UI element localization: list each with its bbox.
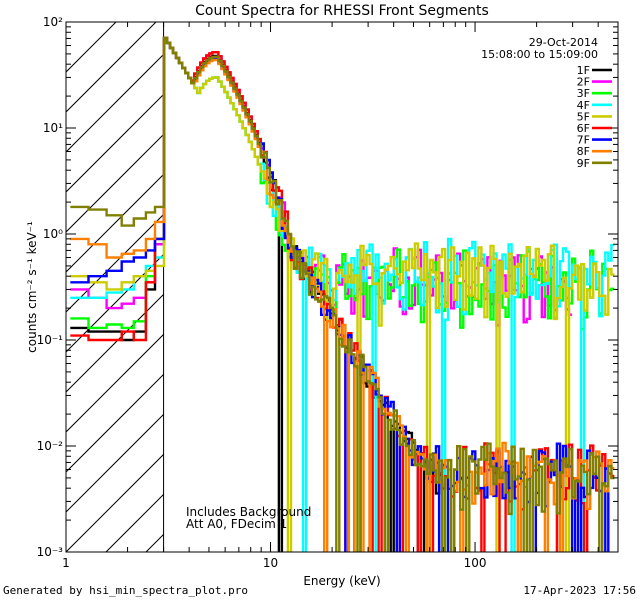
hatch-line — [66, 22, 317, 273]
plot-frame — [65, 21, 619, 553]
chart-date: 29-Oct-2014 — [529, 36, 598, 49]
legend-label-6F: 6F — [577, 122, 590, 135]
x-tick-label: 100 — [464, 556, 487, 570]
axes: 1 10 100 10⁻³ 10⁻² 10⁻¹ 10⁰ 10¹ 10² — [37, 15, 619, 570]
footer-timestamp: 17-Apr-2023 17:56 — [523, 584, 636, 597]
chart-time-range: 15:08:00 to 15:09:00 — [481, 48, 598, 61]
annotation-attenuator: Att A0, FDecim 1 — [186, 517, 287, 531]
x-tick-label: 10 — [263, 556, 278, 570]
legend-label-2F: 2F — [577, 76, 590, 89]
legend-label-7F: 7F — [577, 134, 590, 147]
legend-label-1F: 1F — [577, 64, 590, 77]
legend-label-5F: 5F — [577, 110, 590, 123]
y-axis-label: counts cm⁻² s⁻¹ keV⁻¹ — [25, 221, 39, 353]
legend-label-9F: 9F — [577, 157, 590, 170]
footer-generator: Generated by hsi_min_spectra_plot.pro — [3, 584, 249, 597]
y-tick-label: 10² — [43, 15, 63, 29]
series-line-9F — [70, 36, 615, 552]
chart-title: Count Spectra for RHESSI Front Segments — [195, 3, 489, 19]
series-layer — [70, 36, 615, 552]
legend-label-8F: 8F — [577, 145, 590, 158]
y-tick-label: 10⁻² — [37, 439, 64, 453]
x-tick-label: 1 — [62, 556, 70, 570]
y-tick-label: 10⁰ — [43, 227, 63, 241]
legend-label-3F: 3F — [577, 87, 590, 100]
annotation-background: Includes Background — [186, 505, 311, 519]
x-axis-label: Energy (keV) — [303, 574, 380, 588]
hatch-line — [66, 22, 277, 233]
y-tick-label: 10¹ — [43, 121, 63, 135]
legend-label-4F: 4F — [577, 99, 590, 112]
y-tick-label: 10⁻³ — [37, 545, 64, 559]
y-tick-label: 10⁻¹ — [37, 333, 64, 347]
